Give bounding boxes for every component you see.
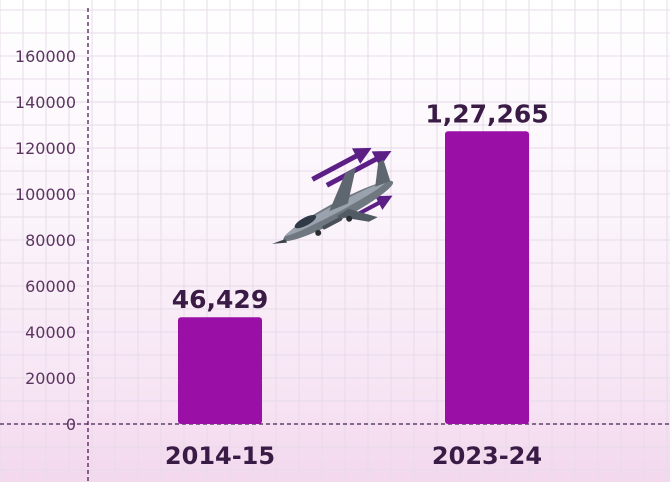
bar <box>445 131 529 424</box>
x-tick-label: 2014-15 <box>165 442 275 470</box>
x-tick-label: 2023-24 <box>432 442 542 470</box>
fighter-jet-icon <box>271 147 394 244</box>
data-label: 1,27,265 <box>425 99 548 128</box>
y-tick-label: 80000 <box>25 231 76 250</box>
y-tick-label: 0 <box>66 415 76 434</box>
y-tick-label: 20000 <box>25 369 76 388</box>
y-tick-label: 40000 <box>25 323 76 342</box>
y-tick-label: 100000 <box>15 185 76 204</box>
y-tick-label: 60000 <box>25 277 76 296</box>
bar <box>178 317 262 424</box>
y-tick-label: 120000 <box>15 139 76 158</box>
y-tick-label: 160000 <box>15 47 76 66</box>
data-label: 46,429 <box>172 285 268 314</box>
jet-body <box>271 159 394 244</box>
y-tick-label: 140000 <box>15 93 76 112</box>
